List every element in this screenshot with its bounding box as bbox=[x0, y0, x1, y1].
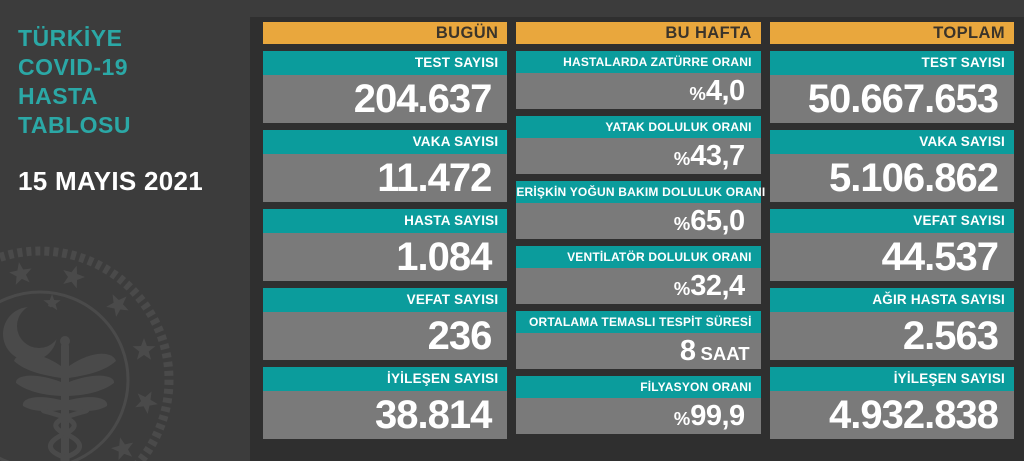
stat-value: 4.932.838 bbox=[769, 391, 1014, 439]
stat-value: 11.472 bbox=[263, 154, 508, 202]
stat-value-number: 43,7 bbox=[690, 140, 745, 172]
stat-value: 44.537 bbox=[769, 233, 1014, 281]
emblem-rope-ring bbox=[0, 246, 174, 461]
stat-value-number: 8 bbox=[679, 335, 696, 367]
tile-bugun-vaka-sayisi: VAKA SAYISI 11.472 bbox=[263, 130, 508, 202]
tile-toplam-test-sayisi: TEST SAYISI 50.667.653 bbox=[769, 51, 1014, 123]
column-header-bugun: BUGÜN bbox=[263, 22, 508, 44]
stat-value: 236 bbox=[263, 312, 508, 360]
stat-value: %99,9 bbox=[516, 398, 761, 434]
stat-value-number: 44.537 bbox=[881, 235, 999, 279]
tile-toplam-agir-hasta-sayisi: AĞIR HASTA SAYISI 2.563 bbox=[769, 288, 1014, 360]
stat-value-prefix: % bbox=[689, 83, 706, 104]
tile-hafta-temasli-tespit-suresi: ORTALAMA TEMASLI TESPİT SÜRESİ 8 SAAT bbox=[516, 311, 761, 369]
stat-value-number: 4,0 bbox=[705, 75, 745, 107]
stat-value: %4,0 bbox=[516, 73, 761, 109]
tile-hafta-yatak-doluluk: YATAK DOLULUK ORANI %43,7 bbox=[516, 116, 761, 174]
stat-value-suffix: SAAT bbox=[700, 343, 750, 364]
report-title-line-4: TABLOSU bbox=[18, 112, 131, 138]
stat-label: YATAK DOLULUK ORANI bbox=[516, 116, 761, 138]
report-title-line-2: COVID-19 bbox=[18, 54, 129, 80]
tile-bugun-iyilesen-sayisi: İYİLEŞEN SAYISI 38.814 bbox=[263, 367, 508, 439]
ministry-of-health-emblem-icon bbox=[0, 246, 174, 461]
stat-value-number: 38.814 bbox=[374, 393, 492, 437]
stat-label: AĞIR HASTA SAYISI bbox=[769, 288, 1014, 312]
stat-label: HASTA SAYISI bbox=[263, 209, 508, 233]
stat-value: 50.667.653 bbox=[769, 75, 1014, 123]
stat-value-number: 2.563 bbox=[902, 314, 999, 358]
stat-label: İYİLEŞEN SAYISI bbox=[263, 367, 508, 391]
tile-hafta-zaturre-orani: HASTALARDA ZATÜRRE ORANI %4,0 bbox=[516, 51, 761, 109]
stat-value-number: 5.106.862 bbox=[829, 156, 999, 200]
stat-label: İYİLEŞEN SAYISI bbox=[769, 367, 1014, 391]
stat-label: TEST SAYISI bbox=[769, 51, 1014, 75]
stat-value: 2.563 bbox=[769, 312, 1014, 360]
stat-value: 38.814 bbox=[263, 391, 508, 439]
tile-bugun-vefat-sayisi: VEFAT SAYISI 236 bbox=[263, 288, 508, 360]
stat-label: VENTİLATÖR DOLULUK ORANI bbox=[516, 246, 761, 268]
stat-value: 8 SAAT bbox=[516, 333, 761, 369]
column-toplam: TOPLAM TEST SAYISI 50.667.653 VAKA SAYIS… bbox=[769, 22, 1014, 446]
stat-value-number: 1.084 bbox=[396, 235, 492, 279]
stat-label: HASTALARDA ZATÜRRE ORANI bbox=[516, 51, 761, 73]
stat-value: 1.084 bbox=[263, 233, 508, 281]
stat-label: VEFAT SAYISI bbox=[769, 209, 1014, 233]
stat-value-prefix: % bbox=[673, 148, 691, 169]
report-title: TÜRKİYE COVID-19 HASTA TABLOSU bbox=[18, 24, 131, 140]
stat-value: %65,0 bbox=[516, 203, 761, 239]
stat-label: VEFAT SAYISI bbox=[263, 288, 508, 312]
emblem-crescent bbox=[3, 304, 61, 361]
tile-toplam-vaka-sayisi: VAKA SAYISI 5.106.862 bbox=[769, 130, 1014, 202]
stat-label: ERİŞKİN YOĞUN BAKIM DOLULUK ORANI bbox=[516, 181, 765, 203]
tile-hafta-filyasyon-orani: FİLYASYON ORANI %99,9 bbox=[516, 376, 761, 434]
stat-value-number: 4.932.838 bbox=[829, 393, 999, 437]
stat-value-number: 32,4 bbox=[690, 270, 745, 302]
stat-value-number: 204.637 bbox=[353, 77, 493, 121]
stat-value: %43,7 bbox=[516, 138, 761, 174]
report-title-line-1: TÜRKİYE bbox=[18, 25, 123, 51]
stat-label: VAKA SAYISI bbox=[769, 130, 1014, 154]
tile-toplam-vefat-sayisi: VEFAT SAYISI 44.537 bbox=[769, 209, 1014, 281]
column-header-toplam: TOPLAM bbox=[769, 22, 1014, 44]
stat-value-number: 11.472 bbox=[377, 156, 492, 200]
stat-value: 5.106.862 bbox=[769, 154, 1014, 202]
stat-value-prefix: % bbox=[673, 213, 691, 234]
stat-value-prefix: % bbox=[673, 278, 691, 299]
tile-toplam-iyilesen-sayisi: İYİLEŞEN SAYISI 4.932.838 bbox=[769, 367, 1014, 439]
stat-label: ORTALAMA TEMASLI TESPİT SÜRESİ bbox=[516, 311, 761, 333]
tile-bugun-test-sayisi: TEST SAYISI 204.637 bbox=[263, 51, 508, 123]
stats-panel: BUGÜN TEST SAYISI 204.637 VAKA SAYISI 11… bbox=[250, 17, 1024, 446]
stat-value: 204.637 bbox=[263, 75, 508, 123]
stat-label: TEST SAYISI bbox=[263, 51, 508, 75]
stat-label: VAKA SAYISI bbox=[263, 130, 508, 154]
tile-bugun-hasta-sayisi: HASTA SAYISI 1.084 bbox=[263, 209, 508, 281]
stat-value-number: 99,9 bbox=[690, 400, 745, 432]
stat-value-prefix: % bbox=[673, 408, 691, 429]
stat-value: %32,4 bbox=[516, 268, 761, 304]
stat-label: FİLYASYON ORANI bbox=[516, 376, 761, 398]
emblem-caduceus bbox=[14, 336, 116, 461]
column-bugun: BUGÜN TEST SAYISI 204.637 VAKA SAYISI 11… bbox=[263, 22, 508, 446]
sidebar: TÜRKİYE COVID-19 HASTA TABLOSU 15 MAYIS … bbox=[0, 0, 250, 461]
stat-value-number: 65,0 bbox=[690, 205, 745, 237]
tile-hafta-yogun-bakim-doluluk: ERİŞKİN YOĞUN BAKIM DOLULUK ORANI %65,0 bbox=[516, 181, 765, 239]
column-bu-hafta: BU HAFTA HASTALARDA ZATÜRRE ORANI %4,0 Y… bbox=[516, 22, 765, 446]
column-header-bu-hafta: BU HAFTA bbox=[516, 22, 761, 44]
stat-value-number: 236 bbox=[427, 314, 493, 358]
report-title-line-3: HASTA bbox=[18, 83, 99, 109]
tile-hafta-ventilator-doluluk: VENTİLATÖR DOLULUK ORANI %32,4 bbox=[516, 246, 761, 304]
stat-value-number: 50.667.653 bbox=[807, 77, 999, 121]
report-date: 15 MAYIS 2021 bbox=[18, 166, 204, 196]
